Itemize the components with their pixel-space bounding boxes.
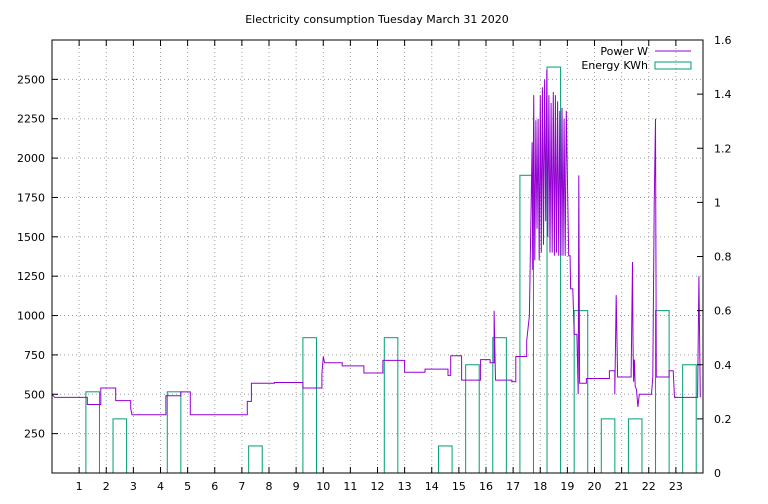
y-left-tick-label: 2250 <box>17 113 45 126</box>
legend-label-power: Power W <box>600 45 648 58</box>
y-right-tick-label: 0.4 <box>714 359 732 372</box>
y-right-tick-label: 0 <box>714 467 721 480</box>
power-line-layer <box>51 69 701 416</box>
y-left-tick-label: 1500 <box>17 231 45 244</box>
x-tick-label: 23 <box>669 480 683 493</box>
y-left-tick-label: 250 <box>24 428 45 441</box>
power-line <box>51 69 701 416</box>
y-right-tick-label: 0.2 <box>714 413 732 426</box>
x-tick-label: 20 <box>588 480 602 493</box>
x-tick-label: 4 <box>157 480 164 493</box>
y-right-tick-label: 1 <box>714 196 721 209</box>
chart-title: Electricity consumption Tuesday March 31… <box>245 13 509 26</box>
x-tick-label: 6 <box>211 480 218 493</box>
x-tick-label: 22 <box>642 480 656 493</box>
y-right-tick-label: 0.8 <box>714 251 732 264</box>
legend-swatch-energy <box>654 61 692 70</box>
x-tick-label: 21 <box>615 480 629 493</box>
x-tick-label: 14 <box>425 480 439 493</box>
y-left-tick-label: 2000 <box>17 152 45 165</box>
y-right-tick-label: 1.2 <box>714 142 732 155</box>
y-left-tick-label: 500 <box>24 388 45 401</box>
x-tick-label: 7 <box>238 480 245 493</box>
x-tick-label: 19 <box>560 480 574 493</box>
grid <box>52 40 703 473</box>
x-tick-label: 15 <box>452 480 466 493</box>
y-left-tick-label: 2500 <box>17 73 45 86</box>
legend-label-energy: Energy KWh <box>581 59 648 72</box>
x-tick-label: 11 <box>343 480 357 493</box>
x-tick-label: 5 <box>184 480 191 493</box>
y-right-tick-label: 0.6 <box>714 305 732 318</box>
x-tick-label: 10 <box>316 480 330 493</box>
x-tick-label: 17 <box>506 480 520 493</box>
y-left-tick-label: 750 <box>24 349 45 362</box>
y-right-tick-label: 1.6 <box>714 34 732 47</box>
y-left-tick-label: 1750 <box>17 191 45 204</box>
y-right-tick-label: 1.4 <box>714 88 732 101</box>
x-tick-label: 8 <box>266 480 273 493</box>
x-tick-label: 9 <box>293 480 300 493</box>
x-tick-label: 12 <box>371 480 385 493</box>
y-left-tick-label: 1000 <box>17 310 45 323</box>
x-tick-label: 2 <box>103 480 110 493</box>
x-tick-label: 13 <box>398 480 412 493</box>
x-tick-label: 3 <box>130 480 137 493</box>
y-left-tick-label: 1250 <box>17 270 45 283</box>
x-tick-label: 16 <box>479 480 493 493</box>
x-tick-label: 1 <box>76 480 83 493</box>
axes: 1 2 3 4 5 6 7 8 9 10 11 12 13 14 15 16 17 18 19 20 21 22 23250… <box>17 34 732 493</box>
x-tick-label: 18 <box>533 480 547 493</box>
